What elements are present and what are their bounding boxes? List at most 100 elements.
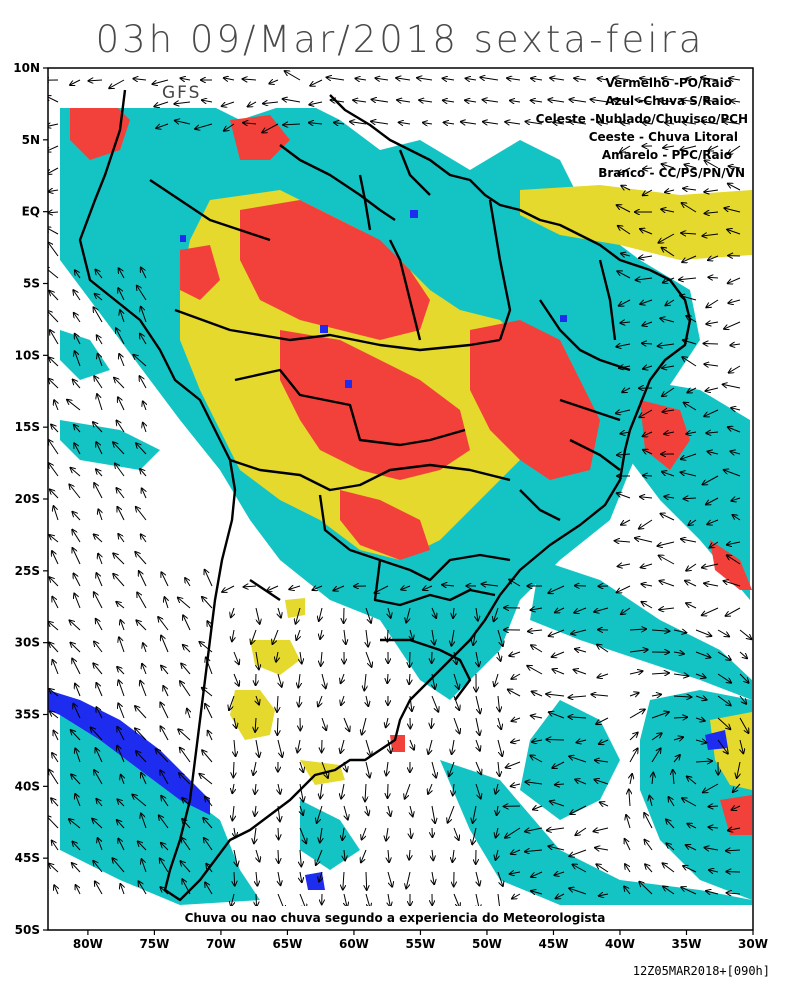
wind-arrow [531, 716, 543, 718]
wind-arrow [98, 838, 103, 851]
wind-arrow [681, 453, 697, 459]
wind-arrow [341, 783, 344, 799]
wind-arrow [185, 578, 191, 587]
wind-arrow [94, 534, 103, 543]
lat-label: 50S [15, 923, 40, 937]
wind-arrow [617, 205, 631, 213]
wind-arrow [639, 882, 653, 895]
wind-arrow [723, 384, 741, 389]
wind-arrow [619, 366, 631, 368]
wind-arrow [626, 815, 631, 829]
wind-arrow [724, 321, 741, 329]
wind-arrow [739, 651, 747, 658]
wind-arrow [728, 427, 741, 433]
wind-arrow [202, 100, 213, 102]
wind-arrow [142, 664, 146, 675]
wind-arrow [728, 300, 741, 303]
wind-arrow [687, 777, 697, 785]
wind-arrow [702, 607, 719, 615]
wind-arrow [321, 717, 326, 730]
wind-arrow [704, 344, 719, 345]
footer-note: Chuva ou nao chuva segundo a experiencia… [185, 911, 606, 925]
wind-arrow [343, 805, 348, 820]
wind-arrow [278, 827, 279, 839]
wind-arrow [119, 268, 125, 279]
wind-arrow [97, 394, 103, 411]
wind-arrow [739, 629, 751, 639]
wind-arrow [618, 167, 631, 174]
wind-arrow [269, 80, 279, 84]
wind-arrow [136, 620, 147, 631]
wind-arrow [624, 886, 631, 895]
wind-arrow [229, 695, 235, 710]
wind-arrow [317, 805, 323, 823]
wind-arrow [496, 827, 498, 838]
wind-arrow [730, 344, 741, 345]
wind-arrow [688, 519, 697, 525]
wind-arrow [727, 555, 741, 565]
wind-arrow [428, 783, 432, 794]
wind-arrow [444, 122, 455, 124]
wind-arrow [706, 299, 719, 307]
wind-arrow [683, 188, 697, 190]
wind-arrow [375, 585, 389, 593]
wind-arrow [686, 845, 697, 851]
wind-arrow [96, 707, 103, 719]
wind-arrow [706, 322, 719, 324]
wind-arrow [660, 581, 675, 587]
wind-arrow [153, 79, 169, 84]
wind-arrow [203, 818, 213, 829]
wind-arrow [160, 770, 169, 785]
wind-arrow [364, 673, 366, 690]
wind-arrow [222, 101, 235, 106]
wind-arrow [96, 619, 103, 631]
lat-label: 5N [22, 133, 40, 147]
wind-arrow [642, 343, 653, 344]
wind-arrow [679, 278, 697, 280]
wind-arrow [243, 123, 257, 124]
wind-arrow [93, 422, 103, 433]
wind-arrow [494, 673, 498, 686]
wind-arrow [366, 695, 368, 706]
lon-label: 30W [738, 937, 768, 951]
wind-arrow [739, 695, 746, 704]
wind-arrow [205, 797, 213, 807]
wind-arrow [728, 145, 741, 154]
wind-arrow [72, 530, 81, 543]
wind-arrow [709, 806, 719, 807]
wind-arrow [48, 145, 59, 152]
wind-arrow [278, 805, 280, 821]
wind-arrow [91, 728, 103, 741]
wind-arrow [161, 636, 169, 653]
wind-arrow [618, 226, 631, 235]
wind-arrow [321, 673, 326, 688]
lat-label: 30S [15, 636, 40, 650]
wind-arrow [547, 828, 565, 830]
wind-arrow [118, 397, 125, 411]
wind-arrow [662, 472, 675, 477]
wind-arrow [643, 476, 653, 477]
wind-arrow [117, 507, 125, 521]
wind-arrow [73, 548, 81, 565]
wind-arrow [118, 288, 125, 301]
wind-arrow [117, 667, 125, 675]
wind-arrow [431, 761, 436, 778]
wind-arrow [639, 256, 653, 258]
wind-arrow [465, 100, 477, 102]
wind-arrow [651, 748, 661, 763]
wind-arrow [72, 659, 81, 675]
wind-arrow [234, 717, 236, 728]
wind-arrow [431, 695, 438, 712]
wind-arrow [54, 506, 59, 521]
wind-arrow [410, 739, 414, 750]
wind-arrow [224, 123, 235, 131]
wind-arrow [321, 651, 322, 666]
wind-arrow [182, 798, 191, 807]
wind-arrow [706, 891, 719, 894]
wind-arrow [533, 806, 543, 810]
wind-arrow [161, 843, 169, 851]
wind-arrow [232, 629, 234, 641]
wind-arrow [621, 123, 631, 124]
wind-arrow [453, 827, 459, 840]
wind-arrow [161, 572, 169, 587]
